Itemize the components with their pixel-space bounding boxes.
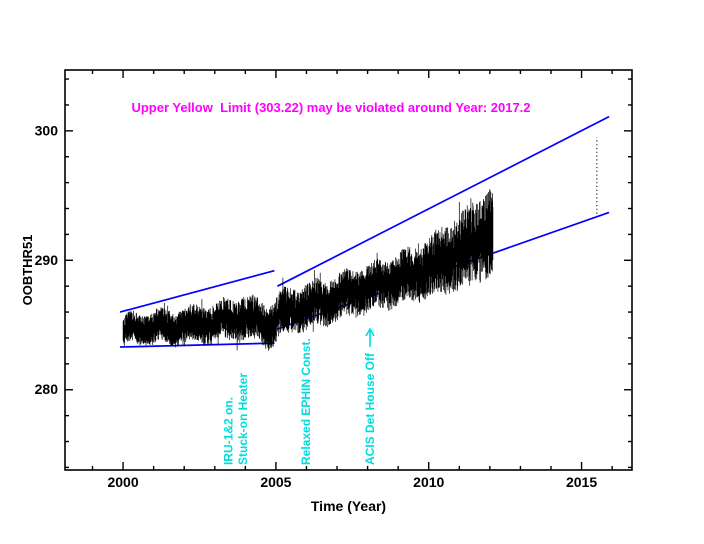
x-tick-label: 2005	[260, 474, 291, 490]
plot-frame	[64, 69, 633, 471]
envelope-line	[277, 115, 610, 287]
y-axis-label: OOBTHR51	[20, 235, 35, 306]
chart-title: Upper Yellow Limit (303.22) may be viola…	[131, 100, 530, 115]
tick-labels: 2000 2005 2010 2015 280 290 300	[35, 122, 598, 490]
event-annotation-text: IRU-1&2 on.	[222, 397, 236, 465]
x-tick-label: 2010	[413, 474, 444, 490]
x-tick-label: 2015	[566, 474, 597, 490]
x-axis-label: Time (Year)	[311, 498, 386, 514]
y-tick-label: 280	[35, 381, 59, 397]
axis-ticks	[65, 70, 632, 470]
event-annotations: IRU-1&2 on. Stuck-on Heater Relaxed EPHIN …	[222, 327, 377, 465]
telemetry-data-band	[122, 189, 494, 351]
event-annotation-text: ACIS Det House Off	[363, 352, 377, 465]
x-tick-label: 2000	[107, 474, 138, 490]
envelope-line	[119, 342, 275, 348]
up-arrow-icon	[365, 327, 375, 347]
envelope-line	[119, 269, 275, 313]
y-tick-label: 300	[35, 122, 59, 138]
event-annotation-text: Relaxed EPHIN Const.	[299, 338, 313, 465]
generated-plot-elements: 2000 2005 2010 2015 280 290 300 IRU-1&2 on. Stuc…	[35, 69, 633, 490]
y-tick-label: 290	[35, 252, 59, 268]
event-annotation-text: Stuck-on Heater	[236, 373, 250, 465]
